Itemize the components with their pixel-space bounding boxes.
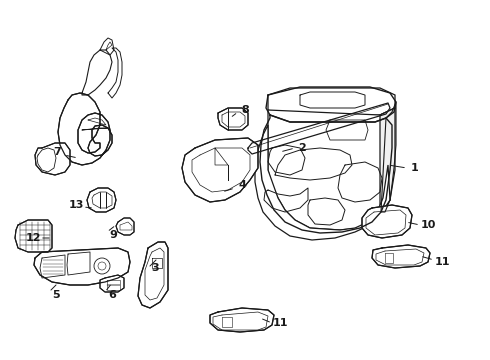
Text: 1: 1 [411,163,419,173]
Text: 2: 2 [298,143,306,153]
Polygon shape [15,220,52,252]
Text: 7: 7 [53,147,61,157]
Polygon shape [58,93,112,165]
Polygon shape [87,188,116,212]
Polygon shape [34,248,130,285]
Polygon shape [380,108,395,212]
Polygon shape [210,308,274,332]
Text: 8: 8 [241,105,249,115]
Polygon shape [116,218,134,235]
Polygon shape [362,205,412,238]
Text: 13: 13 [68,200,84,210]
Text: 11: 11 [272,318,288,328]
Text: 4: 4 [238,180,246,190]
Polygon shape [182,138,258,202]
Text: 11: 11 [434,257,450,267]
Text: 9: 9 [109,230,117,240]
Text: 3: 3 [151,263,159,273]
Polygon shape [100,275,124,292]
Polygon shape [372,245,430,268]
Polygon shape [138,242,168,308]
Text: 5: 5 [52,290,60,300]
Polygon shape [255,125,390,240]
Text: 6: 6 [108,290,116,300]
Polygon shape [35,143,70,175]
Text: 12: 12 [25,233,41,243]
Polygon shape [268,108,395,230]
Polygon shape [218,108,248,130]
Text: 10: 10 [420,220,436,230]
Polygon shape [268,88,395,118]
